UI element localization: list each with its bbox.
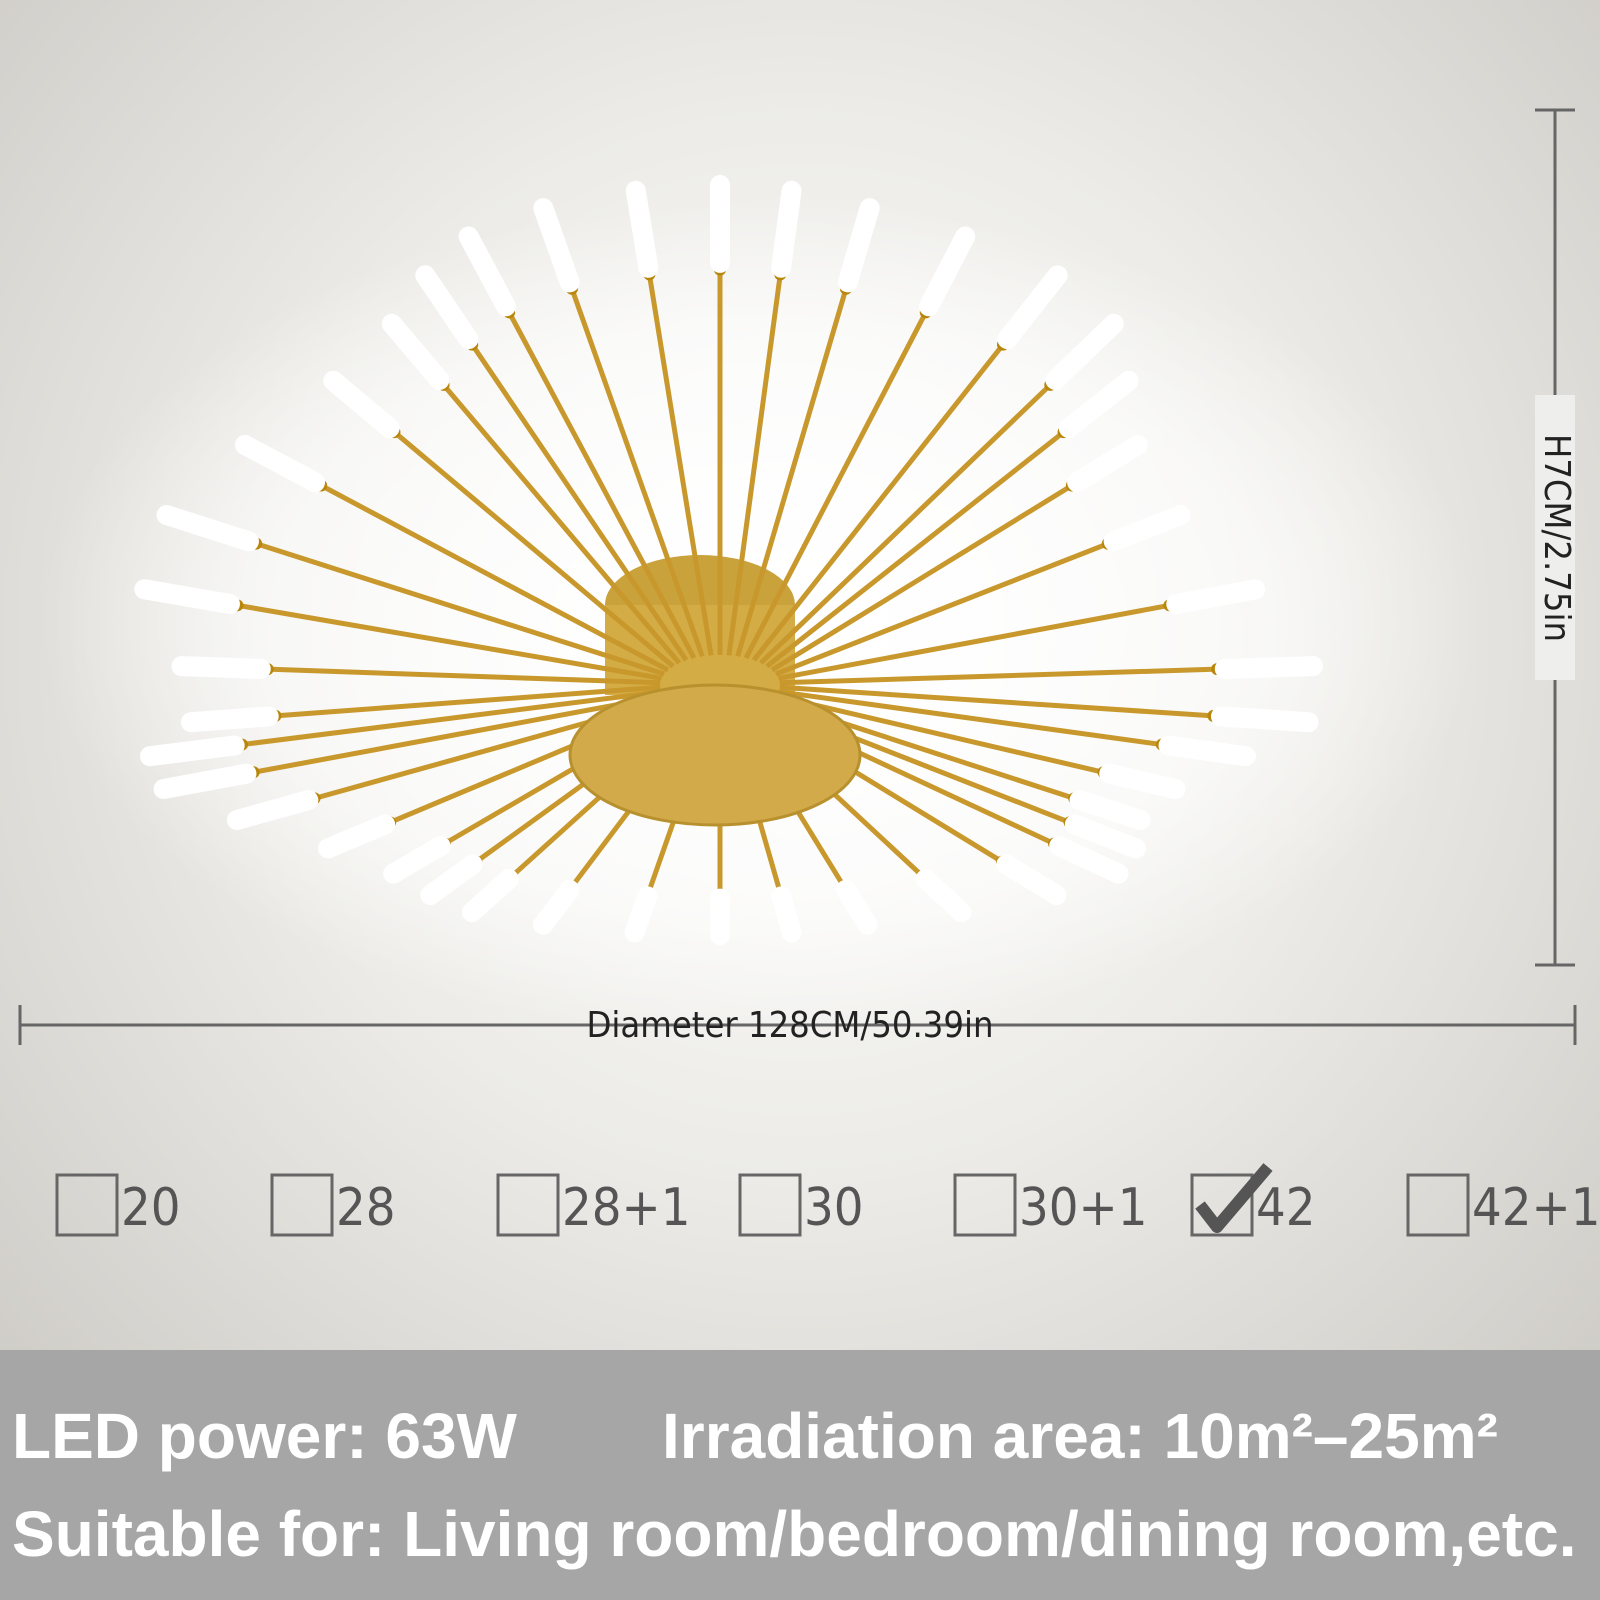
checkbox[interactable] bbox=[738, 1173, 802, 1237]
light-tube bbox=[420, 854, 483, 906]
light-tube bbox=[1069, 790, 1151, 830]
light-tube bbox=[1045, 313, 1124, 390]
label-bg bbox=[1535, 395, 1575, 680]
option-label[interactable]: 28 bbox=[336, 1178, 396, 1238]
rod bbox=[779, 666, 1218, 686]
light-tube bbox=[415, 265, 479, 350]
light-tube bbox=[1158, 735, 1256, 767]
light-tube bbox=[153, 763, 257, 800]
rod bbox=[319, 483, 670, 673]
light-tube bbox=[1064, 814, 1146, 859]
light-tube bbox=[383, 836, 451, 884]
option-label[interactable]: 42 bbox=[1256, 1178, 1316, 1238]
light-tube bbox=[134, 579, 240, 615]
rod bbox=[236, 602, 662, 681]
option-label[interactable]: 20 bbox=[121, 1178, 181, 1238]
rod bbox=[779, 684, 1214, 719]
rod bbox=[255, 541, 665, 677]
rod bbox=[506, 311, 697, 660]
rod bbox=[569, 287, 705, 658]
diameter-dimension bbox=[18, 1005, 1577, 1045]
light-tube bbox=[1210, 706, 1319, 733]
light-tube bbox=[317, 814, 396, 859]
light-tube bbox=[139, 735, 245, 767]
light-tube bbox=[918, 226, 976, 317]
light-tube bbox=[323, 370, 400, 439]
checkbox[interactable] bbox=[1190, 1173, 1254, 1237]
light-tube bbox=[997, 265, 1068, 350]
rod bbox=[770, 483, 1074, 673]
light-tube bbox=[1166, 579, 1266, 615]
spec-band bbox=[0, 1350, 1600, 1600]
light-tube bbox=[835, 879, 878, 935]
light-tube bbox=[458, 226, 516, 317]
checkbox[interactable] bbox=[1406, 1173, 1470, 1237]
diameter-label: Diameter 128CM/50.39in bbox=[586, 1005, 993, 1046]
rod bbox=[726, 274, 783, 656]
option-label[interactable]: 30+1 bbox=[1019, 1178, 1147, 1238]
light-tube bbox=[624, 886, 658, 943]
checkbox[interactable] bbox=[953, 1173, 1017, 1237]
light-tube bbox=[533, 198, 580, 293]
rod bbox=[267, 666, 661, 686]
light-tube bbox=[533, 879, 580, 935]
light-tube bbox=[171, 656, 271, 679]
rod bbox=[441, 383, 682, 665]
option-label[interactable]: 28+1 bbox=[562, 1178, 690, 1238]
light-tube bbox=[181, 706, 279, 733]
light-tube bbox=[1058, 370, 1139, 439]
rod bbox=[241, 689, 662, 748]
light-tube bbox=[1214, 656, 1324, 679]
lamp bbox=[134, 175, 1324, 945]
light-tube bbox=[226, 790, 319, 830]
spec-power: LED power: 63W bbox=[12, 1400, 518, 1472]
rod bbox=[392, 430, 675, 669]
rod bbox=[646, 274, 714, 656]
light-tube bbox=[156, 505, 259, 552]
rod bbox=[774, 541, 1109, 677]
light-tube bbox=[1049, 836, 1129, 884]
light-tube bbox=[915, 869, 972, 923]
light-tube bbox=[381, 313, 450, 390]
options: 20 28 28+1 30 30+1 42 42+1 bbox=[55, 1163, 1600, 1238]
checkmark bbox=[1195, 1163, 1273, 1233]
height-label: H7CM/2.75in bbox=[1536, 434, 1577, 642]
light-tube bbox=[996, 854, 1067, 906]
light-tube bbox=[1099, 763, 1186, 800]
spec-area: Irradiation area: 10m²–25m² bbox=[662, 1400, 1498, 1472]
rod bbox=[759, 383, 1053, 665]
spec-suitable: Suitable for: Living room/bedroom/dining… bbox=[12, 1498, 1576, 1570]
rod bbox=[765, 430, 1066, 669]
option-label[interactable]: 30 bbox=[804, 1178, 864, 1238]
light-tube bbox=[461, 869, 519, 923]
rod bbox=[751, 343, 1005, 662]
light-tube bbox=[1067, 435, 1148, 493]
light-tube bbox=[625, 180, 659, 278]
option-label[interactable]: 42+1 bbox=[1472, 1178, 1600, 1238]
rod bbox=[778, 689, 1163, 748]
rod bbox=[275, 684, 661, 719]
light-tube bbox=[771, 886, 802, 943]
rod bbox=[775, 693, 1105, 775]
checkbox[interactable] bbox=[55, 1173, 119, 1237]
checkbox[interactable] bbox=[496, 1173, 560, 1237]
rod bbox=[735, 288, 849, 658]
base-plate bbox=[568, 683, 862, 827]
light-tube bbox=[771, 180, 802, 278]
rod bbox=[743, 311, 928, 660]
light-tube bbox=[1103, 505, 1191, 552]
rod bbox=[470, 343, 689, 662]
checkbox[interactable] bbox=[270, 1173, 334, 1237]
light-tube bbox=[235, 435, 326, 493]
rod bbox=[253, 693, 665, 775]
rod bbox=[778, 602, 1170, 681]
light-tube bbox=[837, 198, 880, 293]
